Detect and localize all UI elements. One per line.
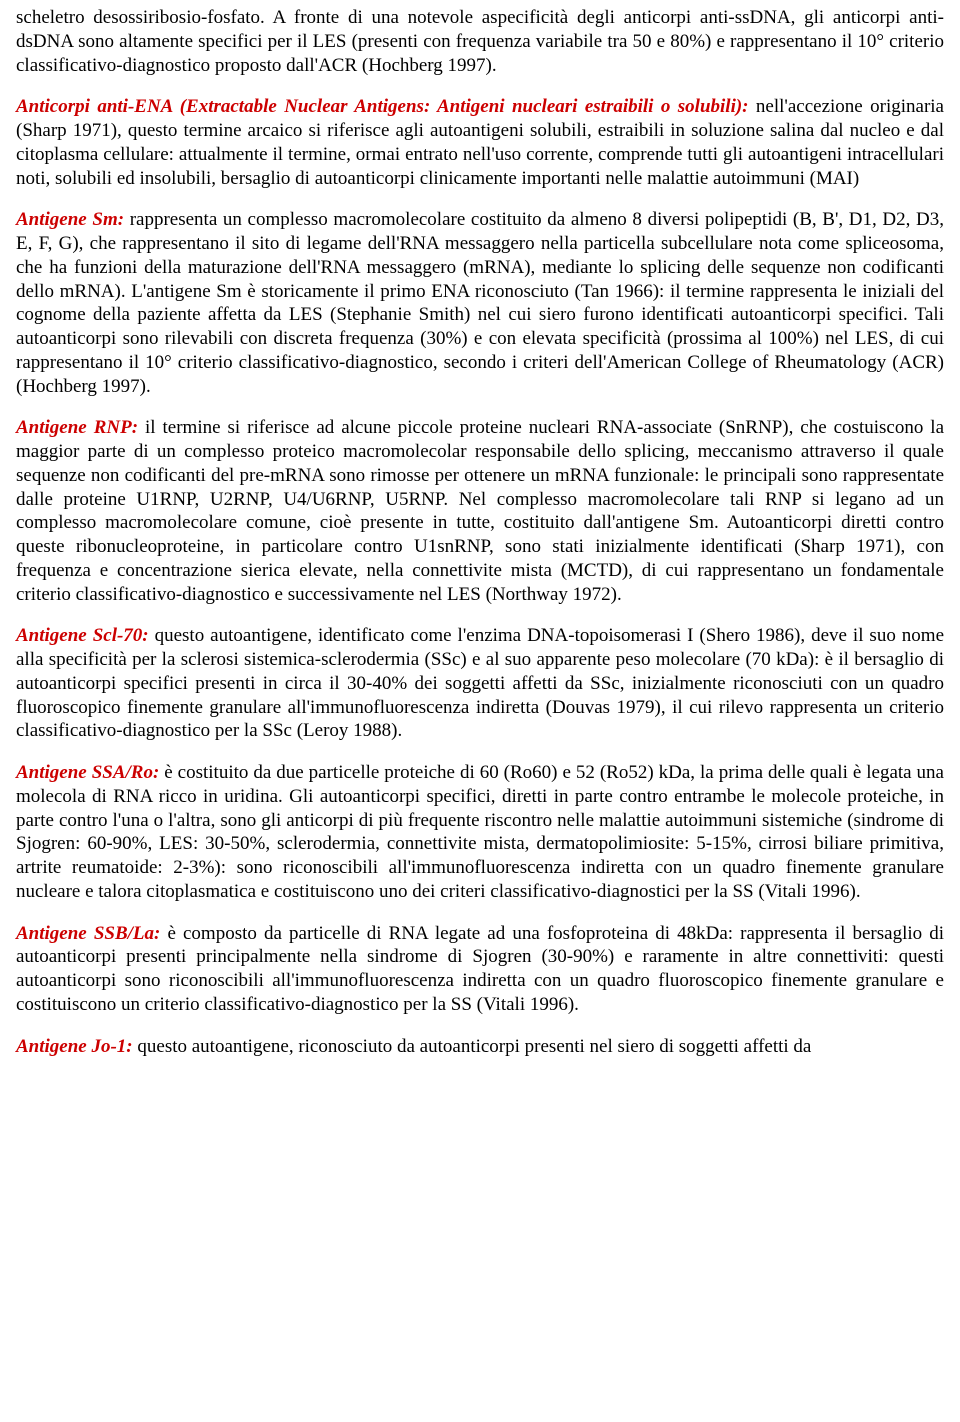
antigene-scl70-paragraph: Antigene Scl-70: questo autoantigene, id… xyxy=(16,624,944,743)
intro-paragraph: scheletro desossiribosio-fosfato. A fron… xyxy=(16,6,944,77)
antigene-sm-term: Antigene Sm: xyxy=(16,209,124,230)
antigene-rnp-term: Antigene RNP: xyxy=(16,417,138,438)
document-page: scheletro desossiribosio-fosfato. A fron… xyxy=(0,0,960,1074)
antigene-scl70-text: questo autoantigene, identificato come l… xyxy=(16,625,944,741)
anti-ena-paragraph: Anticorpi anti-ENA (Extractable Nuclear … xyxy=(16,95,944,190)
antigene-sm-text: rappresenta un complesso macromolecolare… xyxy=(16,209,944,396)
antigene-rnp-paragraph: Antigene RNP: il termine si riferisce ad… xyxy=(16,416,944,606)
antigene-ssb-paragraph: Antigene SSB/La: è composto da particell… xyxy=(16,922,944,1017)
antigene-ssa-paragraph: Antigene SSA/Ro: è costituito da due par… xyxy=(16,761,944,904)
antigene-jo1-paragraph: Antigene Jo-1: questo autoantigene, rico… xyxy=(16,1035,944,1059)
antigene-scl70-term: Antigene Scl-70: xyxy=(16,625,149,646)
antigene-rnp-text: il termine si riferisce ad alcune piccol… xyxy=(16,417,944,604)
antigene-sm-paragraph: Antigene Sm: rappresenta un complesso ma… xyxy=(16,208,944,398)
antigene-jo1-term: Antigene Jo-1: xyxy=(16,1036,133,1057)
antigene-jo1-text: questo autoantigene, riconosciuto da aut… xyxy=(133,1036,812,1057)
antigene-ssb-term: Antigene SSB/La: xyxy=(16,923,160,944)
anti-ena-term: Anticorpi anti-ENA (Extractable Nuclear … xyxy=(16,96,749,117)
intro-text: scheletro desossiribosio-fosfato. A fron… xyxy=(16,7,944,76)
antigene-ssa-term: Antigene SSA/Ro: xyxy=(16,762,159,783)
